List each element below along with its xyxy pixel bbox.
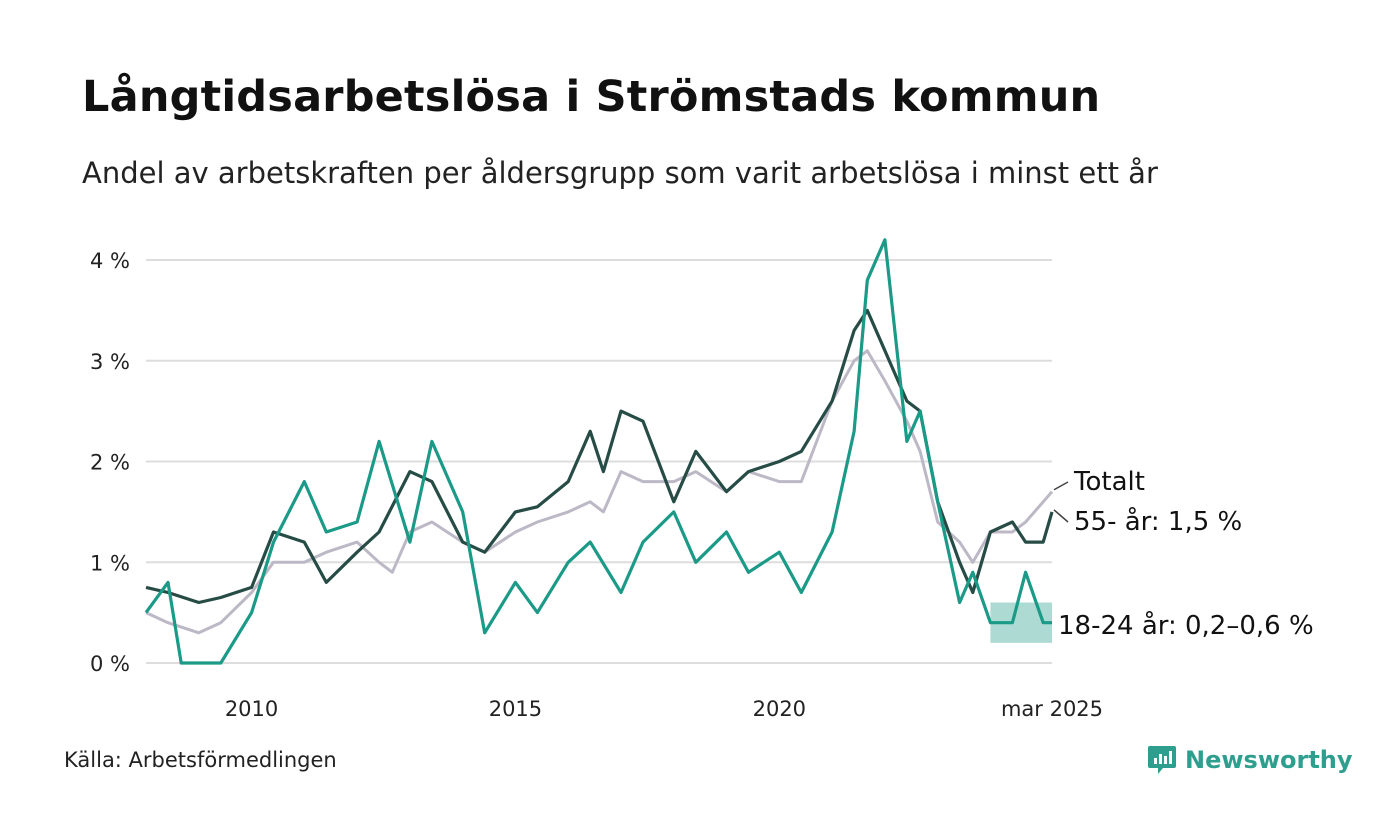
- brand-logo: Newsworthy: [1147, 744, 1353, 776]
- y-tick-label: 2 %: [90, 451, 130, 475]
- end-label-connector-age55: [1053, 509, 1069, 523]
- end-label-age55: 55- år: 1,5 %: [1074, 506, 1242, 537]
- y-tick-label: 3 %: [90, 350, 130, 374]
- end-label-age18_24: 18-24 år: 0,2–0,6 %: [1058, 610, 1314, 641]
- x-tick-label: mar 2025: [1001, 697, 1103, 721]
- chart-subtitle: Andel av arbetskraften per åldersgrupp s…: [82, 156, 1158, 190]
- y-tick-label: 0 %: [90, 652, 130, 676]
- chart-title: Långtidsarbetslösa i Strömstads kommun: [82, 72, 1101, 122]
- series-line-age18_24: [144, 238, 1052, 665]
- y-tick-label: 4 %: [90, 249, 130, 273]
- brand-name: Newsworthy: [1185, 746, 1353, 774]
- series-line-age55: [145, 308, 1054, 605]
- end-label-totalt: Totalt: [1073, 467, 1145, 497]
- x-tick-label: 2015: [489, 697, 542, 721]
- y-tick-label: 1 %: [90, 551, 130, 575]
- uncertainty-band-layer: [990, 602, 1052, 643]
- end-label-connector-totalt: [1053, 481, 1069, 491]
- series-line-totalt: [145, 349, 1054, 635]
- series-end-labels: Totalt 55- år: 1,5 % 18-24 år: 0,2–0,6 %: [1053, 467, 1314, 641]
- source-note: Källa: Arbetsförmedlingen: [64, 748, 337, 772]
- uncertainty-band-18-24: [990, 602, 1052, 643]
- newsworthy-icon: [1148, 746, 1176, 774]
- x-tick-label: 2010: [225, 697, 278, 721]
- y-axis-labels: 0 % 1 % 2 % 3 % 4 %: [90, 249, 130, 676]
- x-axis-labels: 2010 2015 2020 mar 2025: [225, 697, 1103, 721]
- series-lines: [144, 238, 1054, 665]
- x-tick-label: 2020: [753, 697, 806, 721]
